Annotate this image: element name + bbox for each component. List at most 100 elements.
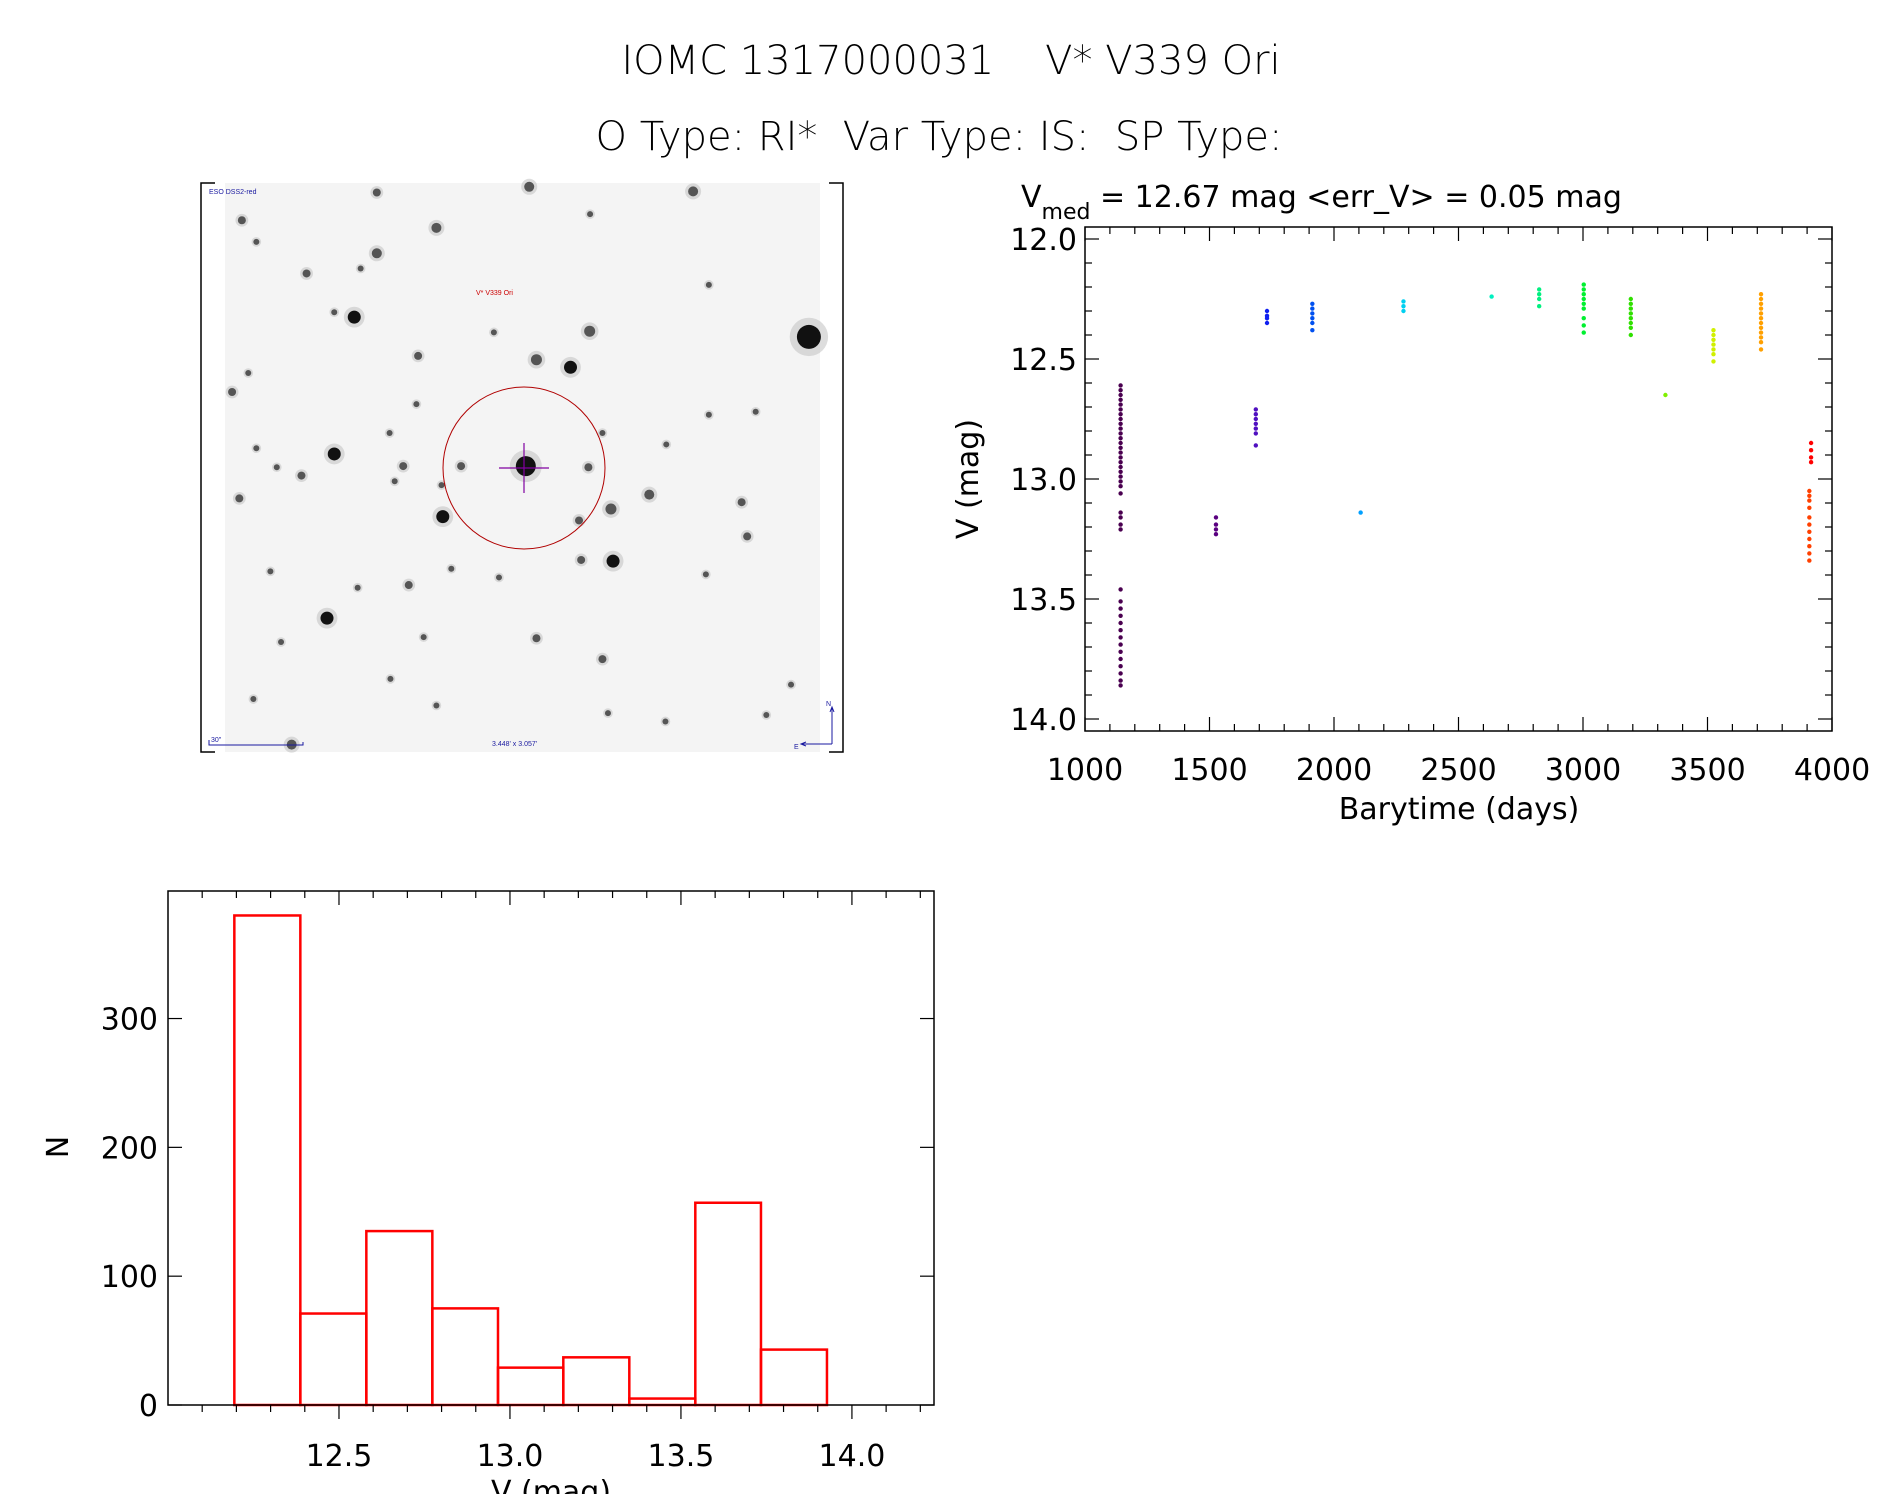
data-point — [1581, 316, 1586, 321]
star — [414, 351, 423, 360]
data-point — [1118, 664, 1123, 669]
data-point — [1807, 522, 1812, 527]
star — [599, 430, 606, 437]
star — [577, 555, 586, 564]
data-point — [1213, 515, 1219, 520]
data-point — [1711, 359, 1716, 364]
data-point — [1401, 304, 1406, 309]
data-point — [1628, 311, 1634, 316]
data-point — [1581, 301, 1586, 306]
x-tick-label: 12.5 — [306, 1439, 373, 1474]
star — [663, 441, 670, 448]
x-tick-label: 3500 — [1669, 753, 1745, 788]
star — [404, 581, 413, 590]
histogram-xlabel: V (mag) — [491, 1475, 611, 1494]
data-point — [1628, 316, 1634, 321]
star-field — [225, 178, 829, 753]
y-tick-label: 300 — [101, 1003, 158, 1038]
star — [431, 222, 442, 233]
star — [386, 430, 393, 437]
compass-arrows-icon — [799, 705, 835, 747]
star — [688, 186, 699, 197]
data-point — [1118, 522, 1123, 527]
crosshair-icon — [499, 443, 549, 493]
y-tick-label: 12.5 — [1010, 343, 1077, 378]
data-point — [1118, 455, 1123, 460]
data-point — [1628, 301, 1634, 306]
data-point — [1758, 316, 1764, 321]
star — [420, 634, 427, 641]
x-tick-label: 14.0 — [819, 1439, 886, 1474]
title-line2: O Type: RI* Var Type: IS: SP Type: — [596, 114, 1283, 160]
data-point — [1118, 402, 1123, 407]
y-tick-label: 100 — [101, 1260, 158, 1295]
data-point — [1758, 330, 1764, 335]
star — [413, 401, 420, 408]
data-point — [1118, 436, 1123, 441]
data-point — [1808, 448, 1814, 453]
star — [752, 408, 759, 415]
data-point — [1628, 332, 1634, 338]
y-tick-label: 14.0 — [1010, 703, 1077, 738]
data-point — [1253, 407, 1259, 412]
star — [584, 325, 596, 337]
lightcurve-ylabel: V (mag) — [951, 419, 986, 539]
data-point — [1807, 544, 1812, 549]
star — [598, 655, 607, 664]
data-point — [1581, 282, 1586, 287]
data-point — [1758, 340, 1764, 345]
data-point — [1663, 392, 1668, 398]
data-point — [1807, 488, 1812, 494]
histogram-bar — [759, 1348, 829, 1407]
star — [604, 710, 611, 717]
data-point — [1758, 325, 1764, 330]
x-tick-label: 1000 — [1047, 753, 1123, 788]
star — [532, 634, 541, 643]
y-tick-label: 13.5 — [1010, 583, 1077, 618]
histogram-bar — [694, 1201, 763, 1407]
data-point — [1118, 469, 1123, 474]
east-label: E — [794, 744, 799, 751]
histogram-ylabel: N — [41, 1136, 76, 1158]
y-tick-label: 200 — [101, 1131, 158, 1166]
data-point — [1213, 532, 1219, 537]
data-point — [1118, 606, 1123, 611]
data-point — [1118, 599, 1123, 604]
data-point — [1711, 352, 1716, 357]
histogram-bar — [496, 1366, 565, 1407]
star — [495, 574, 502, 581]
data-point — [1628, 296, 1634, 302]
y-tick-label: 13.0 — [1010, 463, 1077, 498]
data-point — [1581, 323, 1586, 328]
data-point — [1711, 332, 1716, 338]
star — [331, 309, 338, 316]
data-point — [1118, 635, 1123, 640]
star — [530, 354, 542, 366]
data-point — [1310, 320, 1315, 326]
target-circle — [442, 386, 606, 550]
y-tick-label: 12.0 — [1010, 223, 1077, 258]
data-point — [1807, 493, 1812, 498]
data-point — [1253, 431, 1259, 436]
data-point — [1118, 426, 1123, 431]
data-point — [1536, 287, 1542, 292]
star — [564, 360, 578, 374]
star — [705, 411, 712, 418]
star — [605, 503, 617, 515]
data-point — [1628, 325, 1634, 330]
star — [371, 248, 382, 259]
field-size-label: 3.448' x 3.057' — [492, 741, 537, 748]
star — [587, 211, 594, 218]
data-point — [1118, 620, 1123, 626]
star — [575, 516, 584, 525]
data-point — [1807, 551, 1812, 556]
star — [327, 447, 341, 461]
star — [737, 498, 746, 507]
data-point — [1253, 412, 1259, 417]
x-tick-label: 3000 — [1545, 753, 1621, 788]
data-point — [1118, 678, 1123, 683]
lightcurve-title: Vmed = 12.67 mag <err_V> = 0.05 mag — [1021, 180, 1622, 225]
data-point — [1310, 301, 1315, 306]
star — [372, 188, 381, 197]
